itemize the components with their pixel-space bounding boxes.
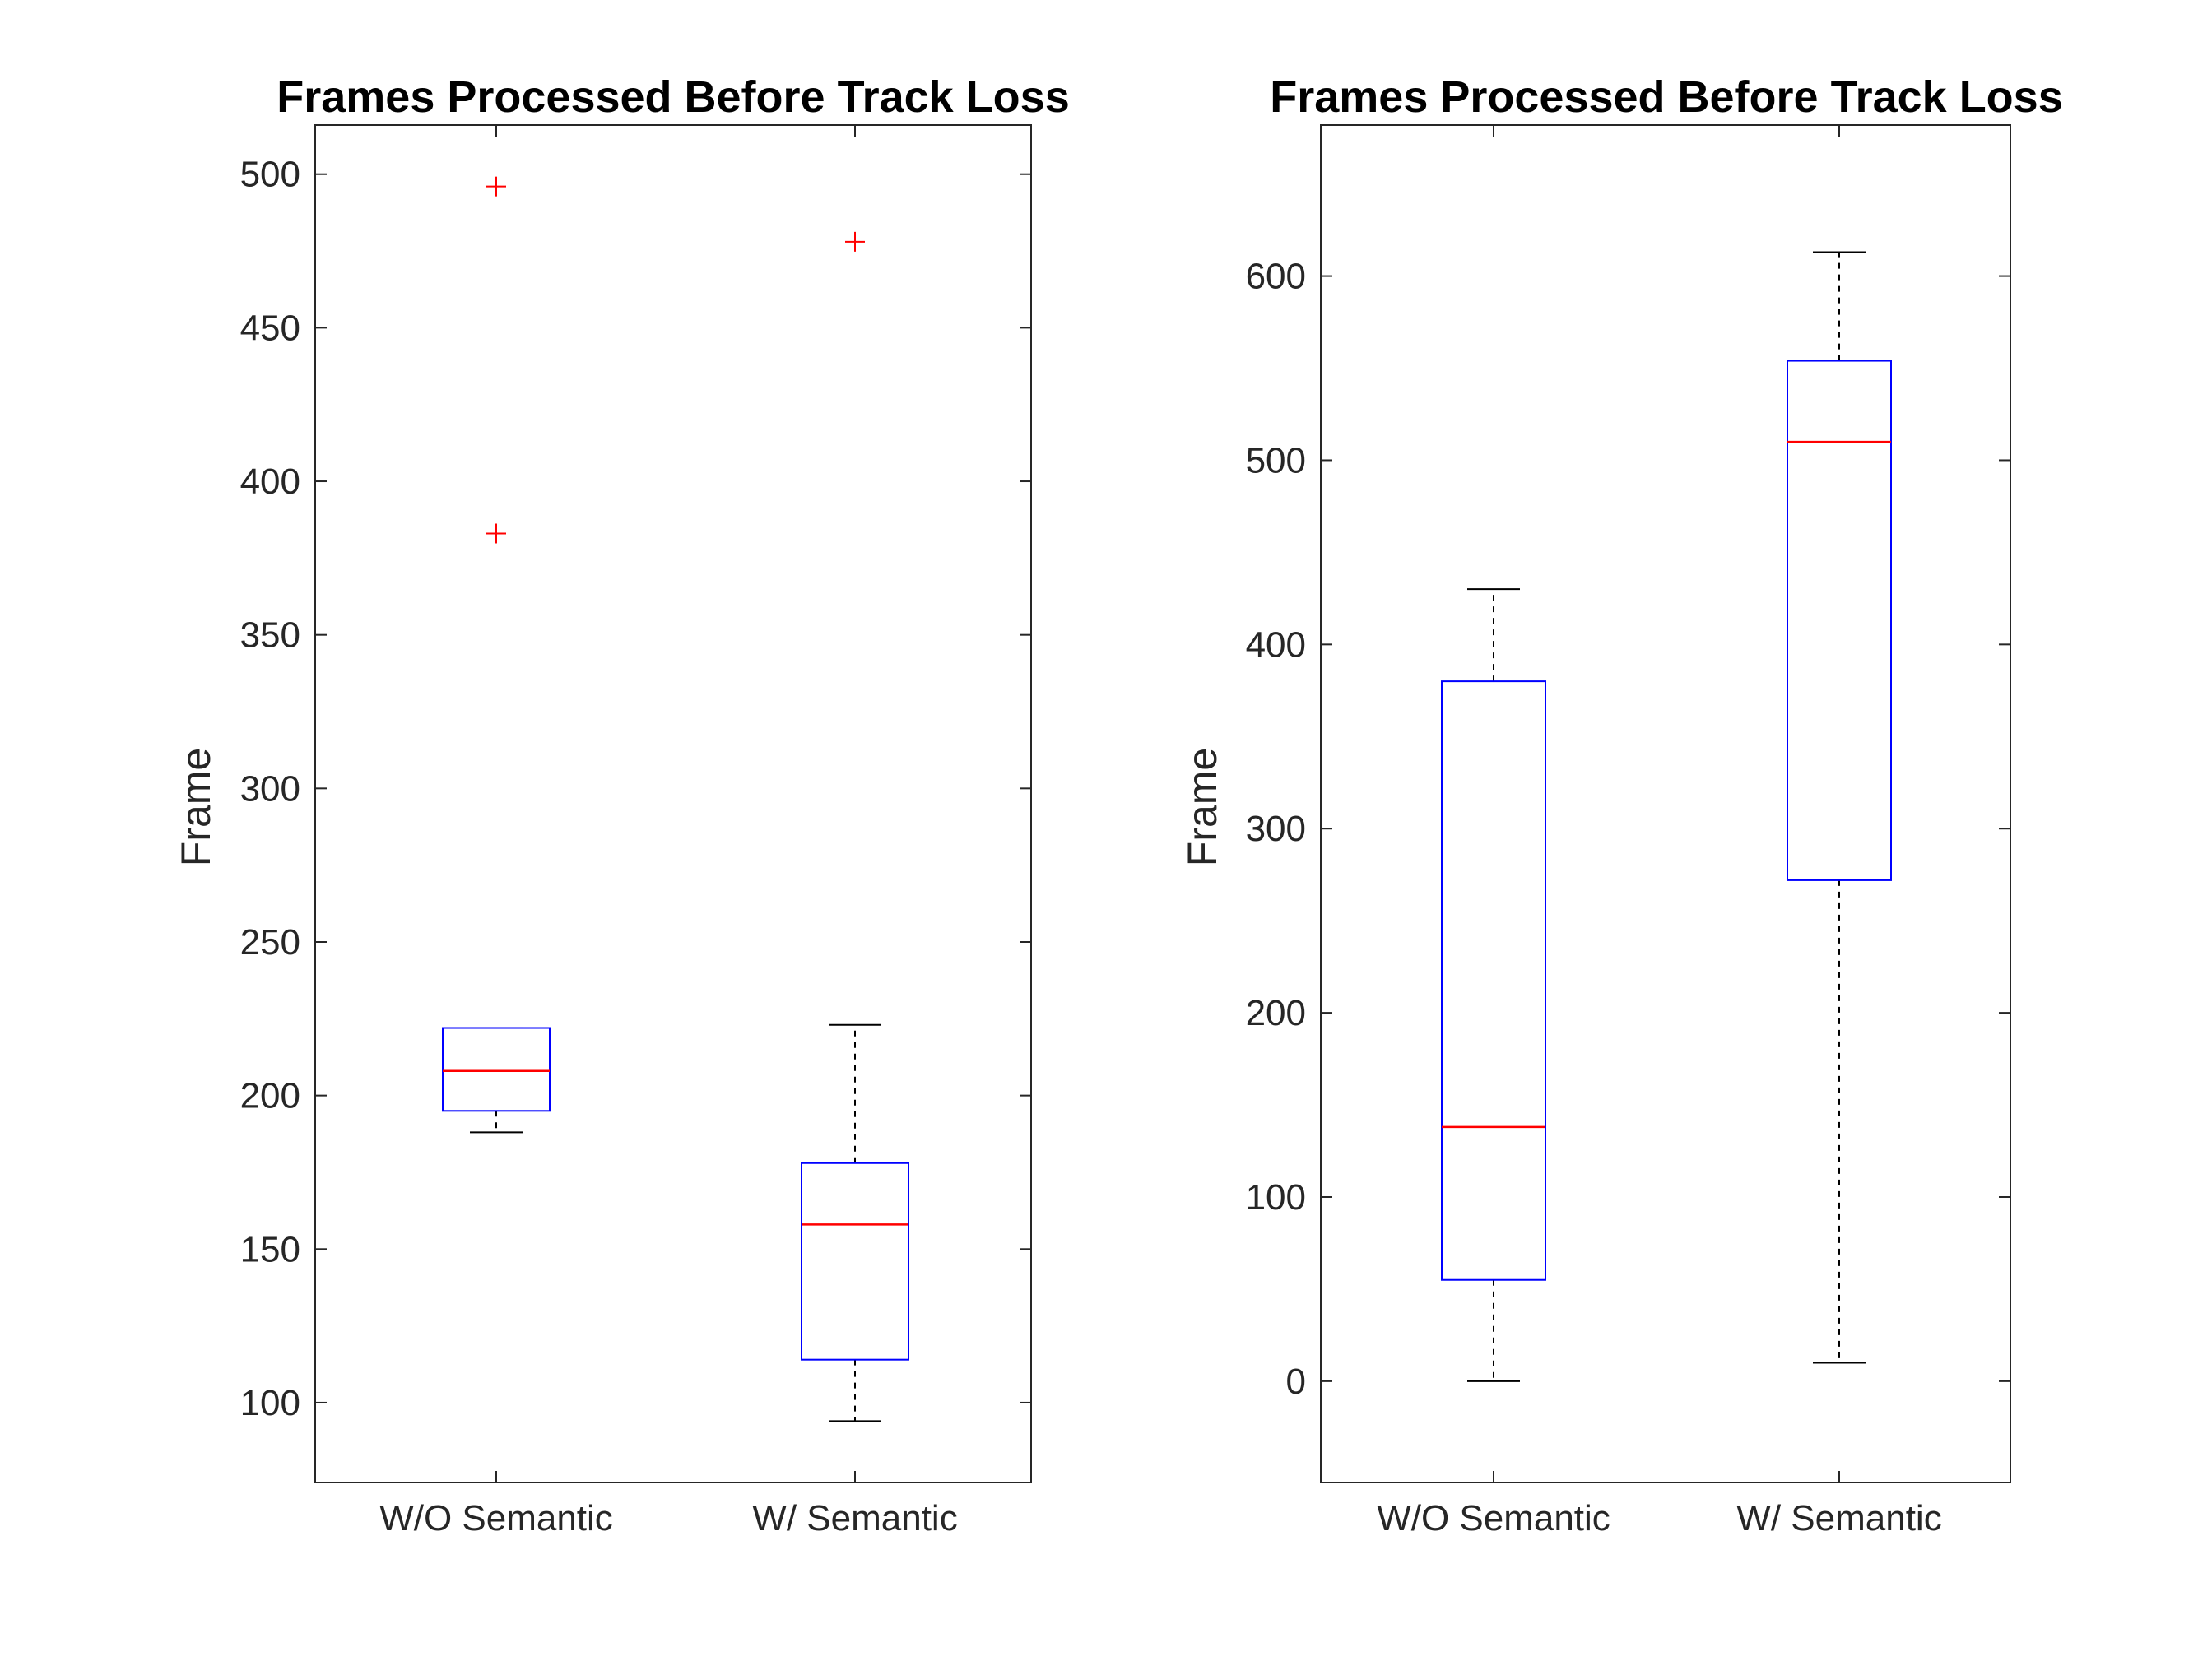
left-w-o-semantic-iqr-box [442,1027,551,1112]
right-ytick-label-600: 600 [1246,257,1306,297]
left-w-semantic-outlier-0 [845,231,865,252]
left-w-semantic-box-group [801,231,909,1422]
right-plot-frame [1320,124,2011,1483]
right-w-o-semantic-iqr-box [1441,680,1546,1281]
left-plot-frame [314,124,1032,1483]
right-y-ticks: 0 100 200 300 400 500 600 [1246,257,2010,1402]
left-xtick-label-w-semantic: W/ Semantic [752,1498,957,1538]
left-ytick-label-250: 250 [240,922,300,963]
right-w-semantic-iqr-box [1787,360,1892,881]
right-ytick-label-400: 400 [1246,624,1306,665]
left-ytick-label-350: 350 [240,615,300,656]
right-ytick-label-100: 100 [1246,1177,1306,1218]
left-chart-title: Frames Processed Before Track Loss [276,72,1069,122]
right-ytick-label-500: 500 [1246,440,1306,480]
left-y-ticks: 100 150 200 250 300 350 400 450 500 [240,155,1031,1423]
left-y-axis-label: Frame [173,748,219,866]
left-w-o-semantic-outlier-0 [486,523,506,544]
left-boxes [442,176,909,1422]
left-ytick-label-400: 400 [240,462,300,502]
left-boxplot-panel: Frames Processed Before Track Loss Frame… [173,72,1070,1538]
left-ytick-label-100: 100 [240,1383,300,1423]
right-ytick-label-200: 200 [1246,993,1306,1033]
right-w-semantic-box-group [1787,251,1892,1364]
left-ytick-label-500: 500 [240,155,300,195]
right-xtick-label-w-semantic: W/ Semantic [1736,1498,1941,1538]
right-x-ticks: W/O Semantic W/ Semantic [1377,125,1942,1538]
right-y-axis-label: Frame [1179,748,1225,866]
right-ytick-label-300: 300 [1246,809,1306,849]
right-boxes [1441,251,1892,1382]
left-w-semantic-iqr-box [801,1162,909,1361]
left-ytick-label-450: 450 [240,308,300,348]
left-ytick-label-150: 150 [240,1229,300,1269]
left-xtick-label-w-o-semantic: W/O Semantic [379,1498,613,1538]
right-w-o-semantic-box-group [1441,588,1546,1382]
left-ytick-label-300: 300 [240,768,300,809]
right-boxplot-panel: Frames Processed Before Track Loss Frame… [1179,72,2063,1538]
left-w-o-semantic-box-group [442,176,551,1134]
right-chart-title: Frames Processed Before Track Loss [1270,72,2062,122]
right-xtick-label-w-o-semantic: W/O Semantic [1377,1498,1610,1538]
right-ytick-label-0: 0 [1286,1362,1306,1402]
left-w-o-semantic-outlier-1 [486,176,506,197]
left-ytick-label-200: 200 [240,1076,300,1116]
left-x-ticks: W/O Semantic W/ Semantic [379,125,958,1538]
